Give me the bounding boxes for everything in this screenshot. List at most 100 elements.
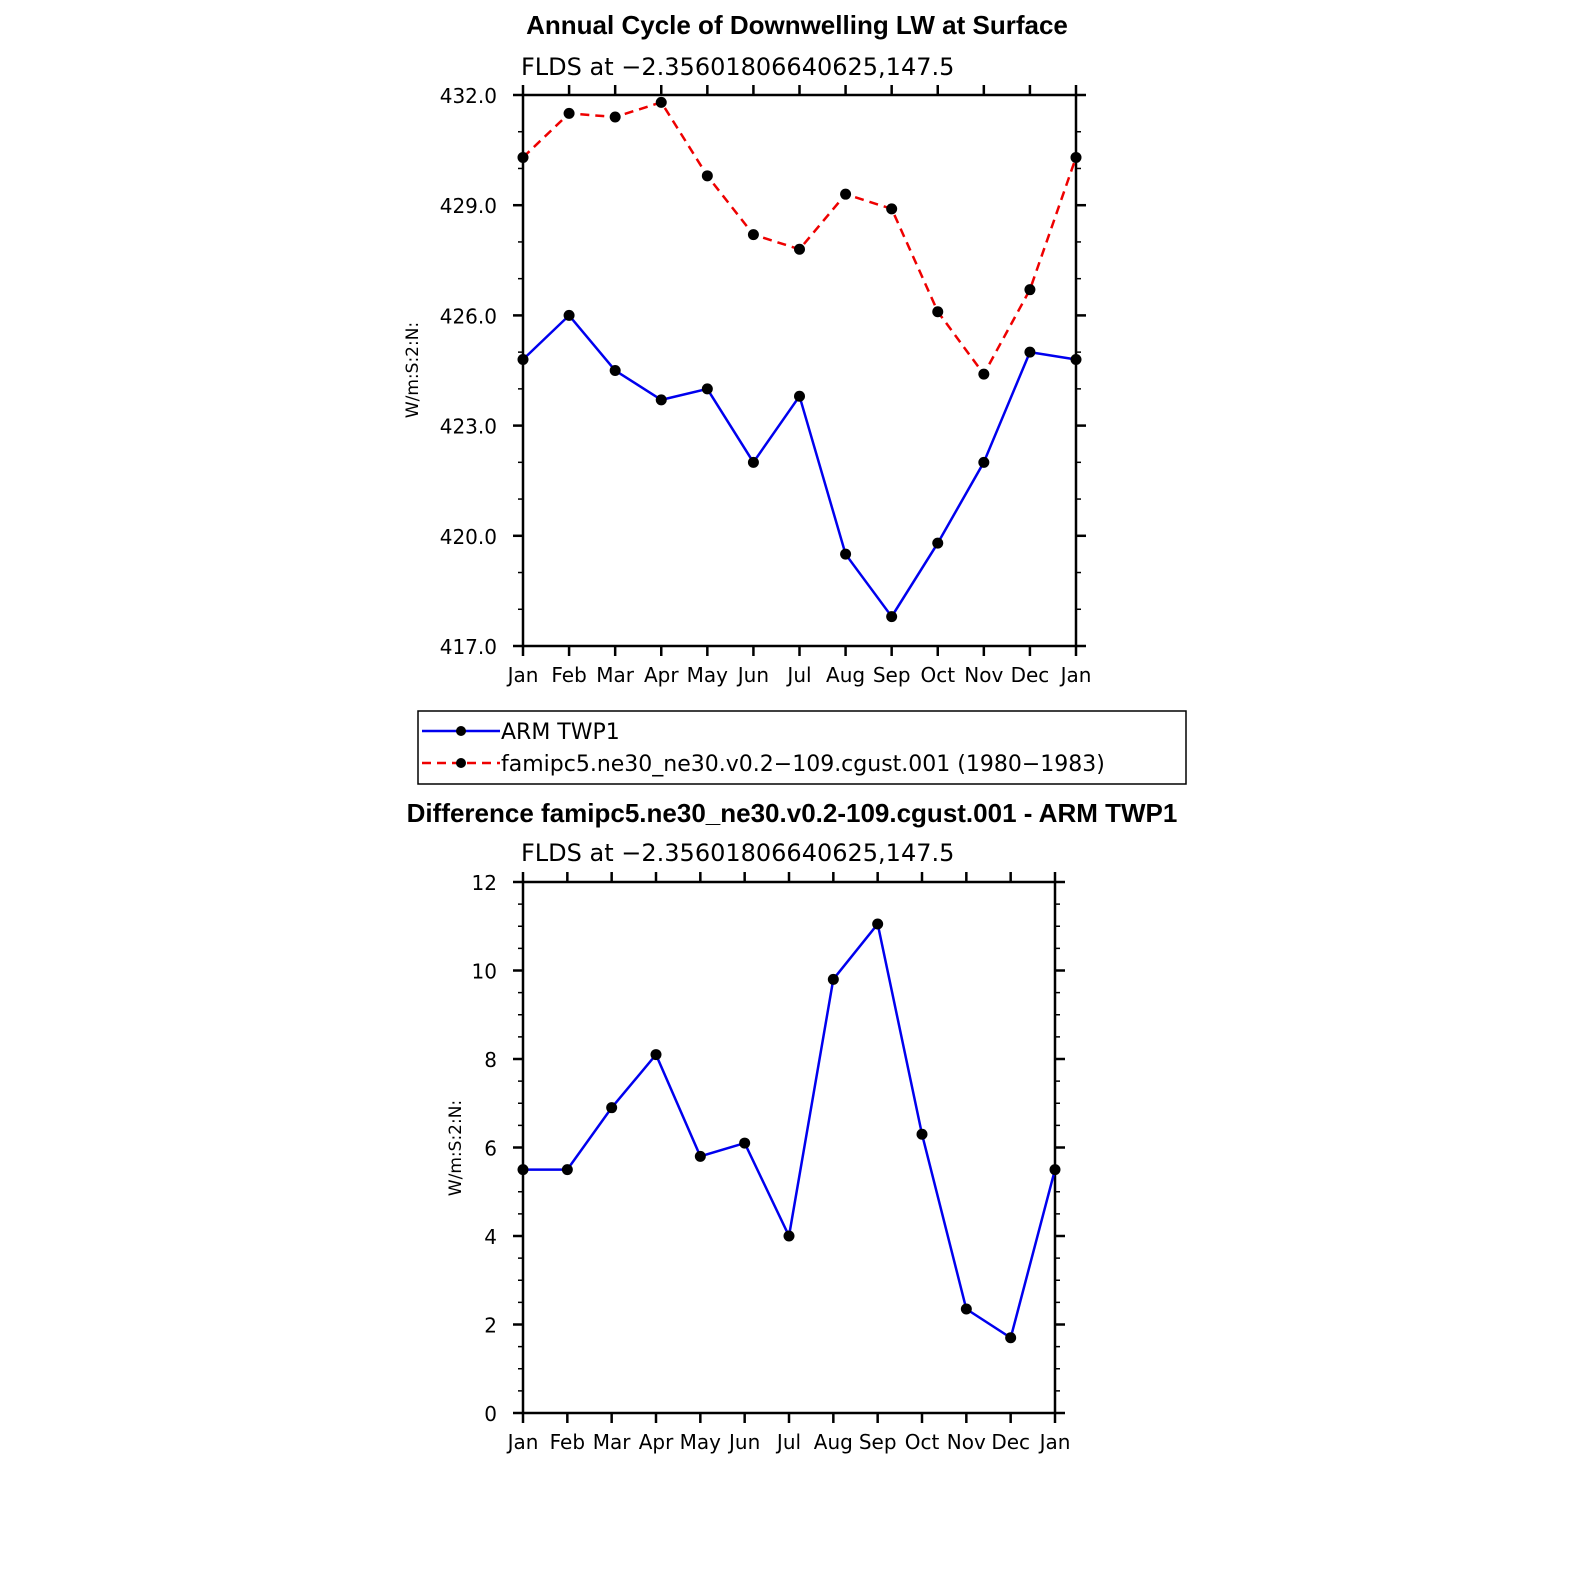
- bottom-chart-y-axis-label: W/m:S:2:N:: [446, 1100, 466, 1196]
- y-tick-label: 12: [472, 871, 497, 895]
- top-chart-y-axis-label: W/m:S:2:N:: [403, 322, 423, 418]
- data-point: [960, 1303, 972, 1315]
- bottom-chart-x-tick-labels: Jan Feb Mar Apr May Jun Jul Aug Sep Oct Nov Dec Jan: [506, 1430, 1071, 1454]
- x-tick-label: Jan: [1059, 663, 1092, 687]
- top-chart-plot-frame: [521, 93, 1078, 648]
- y-tick-label: 426.0: [440, 304, 497, 328]
- x-tick-label: Aug: [826, 663, 865, 687]
- bottom-chart-series: [517, 918, 1061, 1344]
- y-tick-label: 417.0: [440, 635, 497, 659]
- data-point: [694, 1150, 706, 1162]
- data-point: [783, 1230, 795, 1242]
- x-tick-label: Sep: [873, 663, 911, 687]
- series-line-model: [522, 100, 1078, 377]
- x-tick-label: Jun: [727, 1430, 760, 1454]
- data-point: [609, 111, 621, 123]
- y-tick-label: 4: [484, 1225, 497, 1249]
- data-point: [563, 309, 575, 321]
- data-point: [886, 203, 898, 215]
- data-point: [747, 456, 759, 468]
- x-tick-label: Oct: [920, 663, 955, 687]
- x-tick-label: Dec: [991, 1430, 1030, 1454]
- x-tick-label: Oct: [905, 1430, 940, 1454]
- y-tick-label: 2: [484, 1314, 497, 1338]
- data-point: [701, 170, 713, 182]
- data-point: [1070, 353, 1082, 365]
- x-tick-label: Mar: [593, 1430, 632, 1454]
- x-tick-label: May: [687, 663, 729, 687]
- x-tick-label: May: [680, 1430, 722, 1454]
- data-point: [840, 548, 852, 560]
- data-point: [872, 918, 884, 930]
- x-tick-label: Nov: [947, 1430, 986, 1454]
- data-point: [886, 611, 898, 623]
- legend-marker-model: [456, 758, 466, 768]
- x-tick-label: Sep: [859, 1430, 897, 1454]
- data-point: [978, 368, 990, 380]
- series-line-arm: [522, 313, 1077, 619]
- data-point: [1070, 151, 1082, 163]
- x-tick-label: Apr: [639, 1430, 674, 1454]
- bottom-chart-title: Difference famipc5.ne30_ne30.v0.2-109.cg…: [407, 798, 1178, 828]
- data-point: [606, 1102, 618, 1114]
- data-point: [517, 353, 529, 365]
- data-point: [794, 390, 805, 402]
- y-tick-label: 429.0: [440, 194, 497, 218]
- top-chart-x-tick-labels: Jan Feb Mar Apr May Jun Jul Aug Sep Oct Nov Dec Jan: [506, 663, 1092, 687]
- data-point: [794, 243, 805, 255]
- x-tick-label: Dec: [1011, 663, 1050, 687]
- legend-label-model: famipc5.ne30_ne30.v0.2−109.cgust.001 (19…: [501, 752, 1105, 777]
- data-point: [609, 365, 621, 376]
- y-tick-label: 420.0: [440, 525, 497, 549]
- series-line-difference: [523, 921, 1057, 1340]
- top-chart-subtitle: FLDS at −2.35601806640625,147.5: [521, 53, 954, 81]
- data-point: [563, 107, 575, 119]
- legend-box: [417, 710, 1187, 785]
- top-chart-ticks: [513, 85, 1086, 656]
- bottom-chart: Difference famipc5.ne30_ne30.v0.2-109.cg…: [407, 798, 1178, 1454]
- y-tick-label: 6: [484, 1137, 497, 1161]
- y-tick-label: 423.0: [440, 415, 497, 439]
- data-point: [932, 537, 944, 549]
- bottom-chart-y-tick-labels: 0 2 4 6 8 10 12: [472, 871, 497, 1426]
- legend-marker-arm: [456, 726, 466, 736]
- x-tick-label: Jul: [785, 663, 811, 687]
- bottom-chart-ticks: [513, 872, 1065, 1423]
- data-point: [916, 1128, 928, 1140]
- top-chart: Annual Cycle of Downwelling LW at Surfac…: [403, 10, 1091, 687]
- data-point: [517, 1164, 529, 1176]
- data-point: [655, 96, 667, 108]
- x-tick-label: Apr: [644, 663, 679, 687]
- x-tick-label: Feb: [551, 663, 586, 687]
- legend-label-arm: ARM TWP1: [501, 720, 620, 745]
- top-chart-y-tick-labels: 417.0 420.0 423.0 426.0 429.0 432.0: [440, 84, 497, 659]
- legend: ARM TWP1 famipc5.ne30_ne30.v0.2−109.cgus…: [417, 710, 1187, 785]
- x-tick-label: Aug: [814, 1430, 853, 1454]
- x-tick-label: Jul: [775, 1430, 801, 1454]
- x-tick-label: Jan: [506, 663, 539, 687]
- data-point: [747, 229, 759, 241]
- x-tick-label: Nov: [964, 663, 1003, 687]
- x-tick-label: Jun: [736, 663, 769, 687]
- data-point: [655, 394, 667, 406]
- data-point: [1049, 1164, 1061, 1176]
- data-point: [1005, 1332, 1017, 1344]
- data-point: [517, 151, 529, 163]
- data-point: [650, 1049, 662, 1061]
- x-tick-label: Jan: [1038, 1430, 1071, 1454]
- data-point: [827, 973, 839, 985]
- data-point: [739, 1137, 751, 1149]
- data-point: [840, 188, 852, 200]
- data-point: [561, 1164, 573, 1176]
- bottom-chart-plot-frame: [521, 880, 1057, 1415]
- top-chart-series: [517, 96, 1082, 623]
- x-tick-label: Jan: [506, 1430, 539, 1454]
- y-tick-label: 8: [484, 1048, 497, 1072]
- bottom-chart-subtitle: FLDS at −2.35601806640625,147.5: [521, 839, 954, 867]
- data-point: [932, 306, 944, 318]
- x-tick-label: Feb: [550, 1430, 585, 1454]
- y-tick-label: 10: [472, 960, 497, 984]
- y-tick-label: 0: [484, 1402, 497, 1426]
- data-point: [701, 383, 713, 395]
